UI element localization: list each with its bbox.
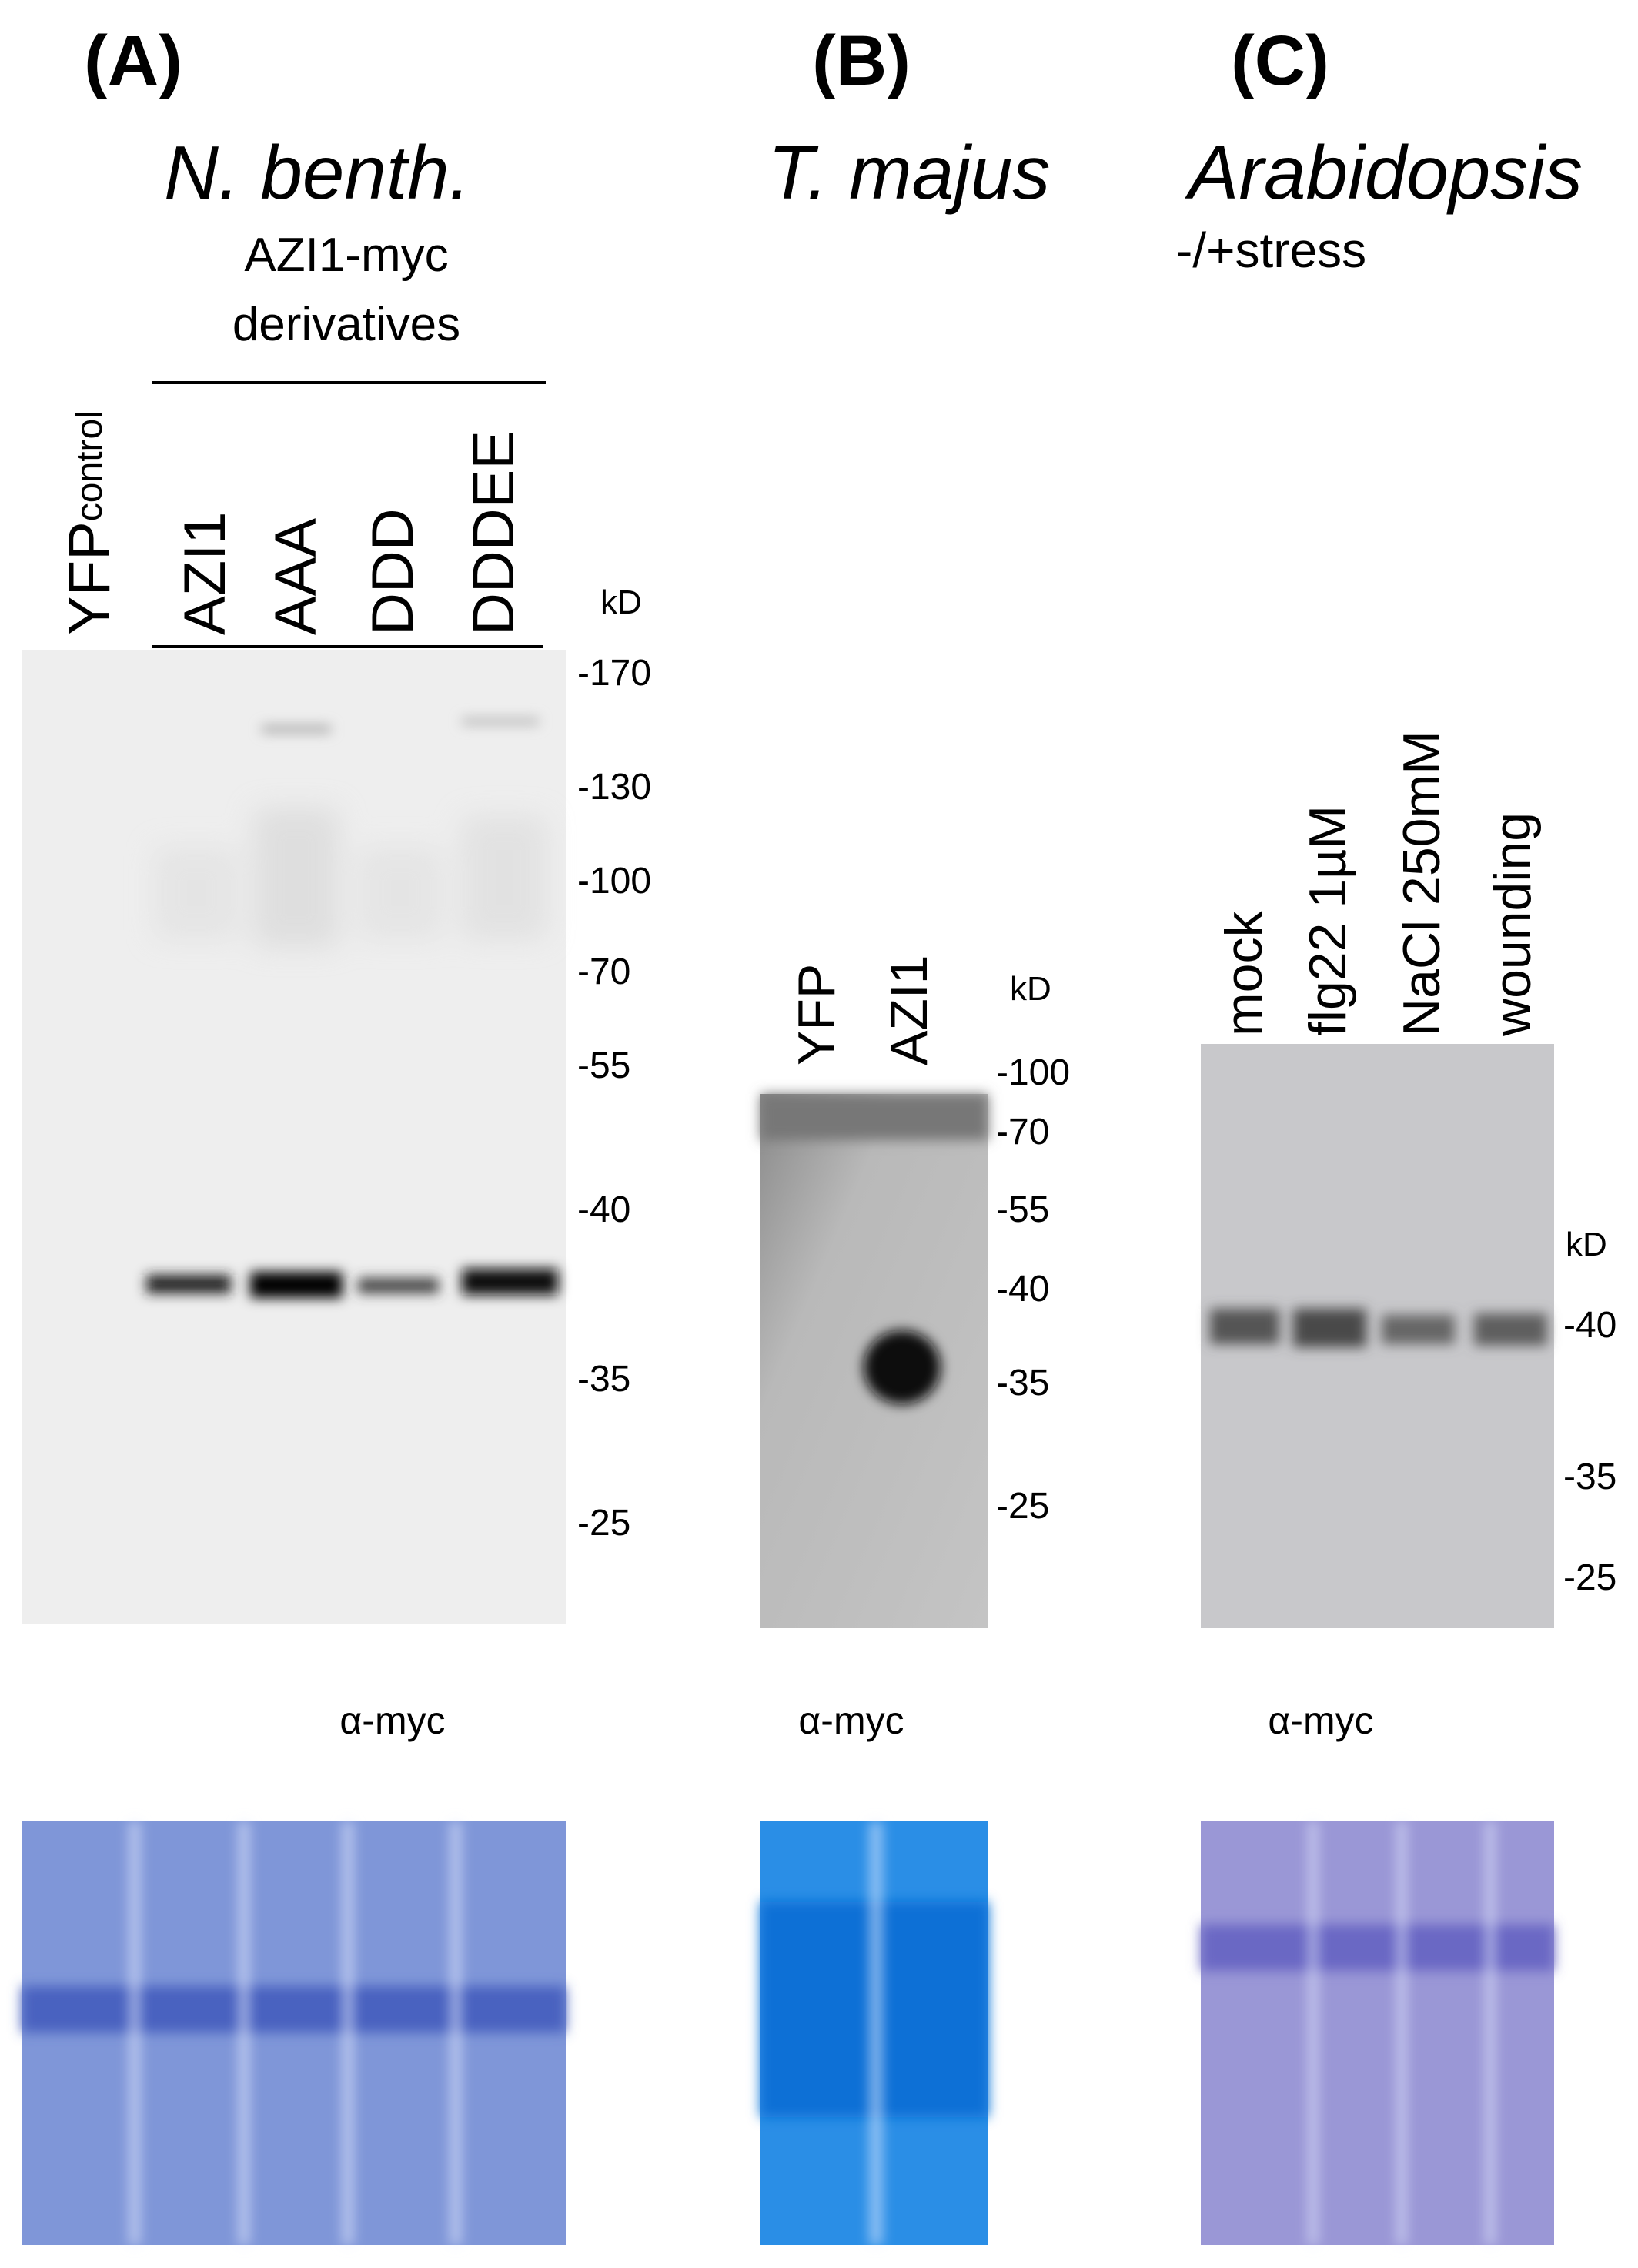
- antibody: α-myc: [798, 1699, 904, 1742]
- lane-name: AZI1: [172, 512, 238, 636]
- lane-name: AZI1: [880, 955, 938, 1065]
- condition: -/+stress: [1176, 222, 1366, 278]
- group-label: derivatives: [232, 298, 460, 351]
- marker: -40: [996, 1269, 1049, 1310]
- panel-label: (C): [1231, 22, 1329, 100]
- blot-a: [22, 650, 566, 1624]
- blot-c: [1201, 1044, 1554, 1628]
- loading-controls: [22, 1821, 1554, 2245]
- lane-name: DDD: [360, 508, 426, 635]
- lane-label: NaCl 250mM: [1392, 731, 1451, 1036]
- marker: -55: [577, 1045, 630, 1086]
- lane-label: AAA: [263, 518, 329, 635]
- unit: kD: [600, 584, 642, 621]
- organism: N. benth.: [164, 130, 470, 215]
- antibody: α-myc: [339, 1699, 445, 1742]
- marker: -40: [577, 1189, 630, 1230]
- marker: -25: [996, 1486, 1049, 1527]
- marker: -25: [1563, 1557, 1616, 1598]
- panel-label: (A): [84, 22, 182, 100]
- lane-label: mock: [1215, 911, 1273, 1036]
- lane-label: wounding: [1483, 812, 1542, 1037]
- blot-b: [760, 1094, 988, 1628]
- marker: -70: [996, 1112, 1049, 1152]
- marker: -35: [1563, 1457, 1616, 1497]
- marker: -70: [577, 952, 630, 992]
- lane-label: flg22 1µM: [1299, 805, 1357, 1036]
- group-label: AZI1-myc: [244, 229, 448, 282]
- lane-tag: control: [69, 410, 110, 521]
- lane-label: YFP: [787, 964, 846, 1065]
- marker: -170: [577, 653, 651, 694]
- lane-name: NaCl 250mM: [1392, 731, 1451, 1036]
- unit: kD: [1010, 970, 1051, 1008]
- organism: T. majus: [768, 130, 1051, 215]
- lane-name: flg22 1µM: [1299, 805, 1357, 1036]
- lane-name: YFP: [57, 521, 122, 635]
- antibody: α-myc: [1268, 1699, 1373, 1742]
- marker: -25: [577, 1503, 630, 1544]
- lane-name: DDDEE: [461, 430, 526, 635]
- lane-name: AAA: [263, 518, 329, 635]
- marker: -40: [1563, 1305, 1616, 1346]
- lane-name: wounding: [1483, 812, 1542, 1037]
- lane-label: DDDEE: [461, 430, 526, 635]
- marker: -35: [577, 1359, 630, 1400]
- lane-name: YFP: [787, 964, 846, 1065]
- lane-label: YFPcontrol: [57, 410, 122, 635]
- organism: Arabidopsis: [1185, 130, 1583, 215]
- marker: -35: [996, 1363, 1049, 1403]
- marker: -130: [577, 767, 651, 808]
- marker: -100: [577, 861, 651, 902]
- marker: -100: [996, 1052, 1070, 1093]
- panel-label: (B): [812, 22, 911, 100]
- unit: kD: [1566, 1226, 1607, 1263]
- lane-label: AZI1: [172, 512, 238, 636]
- lane-label: AZI1: [880, 955, 938, 1065]
- lane-label: DDD: [360, 508, 426, 635]
- marker: -55: [996, 1189, 1049, 1230]
- lane-name: mock: [1215, 911, 1273, 1036]
